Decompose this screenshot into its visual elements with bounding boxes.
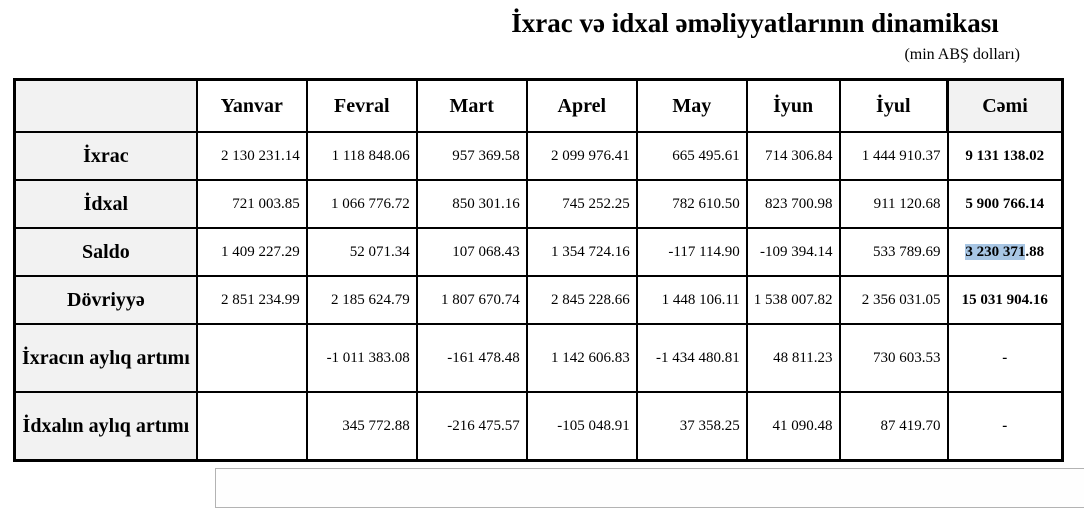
column-header-iyul: İyul (838, 78, 949, 133)
cell-value: 2 185 624.79 (305, 275, 418, 325)
column-header-aprel: Aprel (525, 78, 638, 133)
cell-value: -216 475.57 (415, 391, 528, 462)
column-header-yanvar: Yanvar (195, 78, 308, 133)
cell-value: 2 130 231.14 (195, 131, 308, 181)
cell-value: 2 099 976.41 (525, 131, 638, 181)
cell-value: 87 419.70 (838, 391, 949, 462)
cell-value: 782 610.50 (635, 179, 748, 229)
cell-value: 2 851 234.99 (195, 275, 308, 325)
export-import-table: Yanvar Fevral Mart Aprel May İyun İyul C… (13, 78, 1065, 462)
table-row-saldo: Saldo 1 409 227.29 52 071.34 107 068.43 … (13, 227, 1064, 277)
cell-value (195, 323, 308, 393)
cell-total: 9 131 138.02 (946, 131, 1064, 181)
cell-total: 5 900 766.14 (946, 179, 1064, 229)
cell-value: 37 358.25 (635, 391, 748, 462)
cell-value: 1 409 227.29 (195, 227, 308, 277)
corner-cell (13, 78, 198, 133)
row-label-idxal: İdxal (13, 179, 198, 229)
text-selection-highlight: 3 230 371 (965, 243, 1026, 260)
cell-value: -105 048.91 (525, 391, 638, 462)
cell-value: 1 118 848.06 (305, 131, 418, 181)
page-title: İxrac və idxal əməliyyatlarının dinamika… (511, 8, 999, 38)
cell-value: -1 434 480.81 (635, 323, 748, 393)
cell-value: 721 003.85 (195, 179, 308, 229)
cell-total: - (946, 323, 1064, 393)
cell-total: 15 031 904.16 (946, 275, 1064, 325)
cell-value: 345 772.88 (305, 391, 418, 462)
cell-value: 1 807 670.74 (415, 275, 528, 325)
cell-value: -161 478.48 (415, 323, 528, 393)
cell-value: 1 354 724.16 (525, 227, 638, 277)
table-row-ixrac-monthly-growth: İxracın aylıq artımı -1 011 383.08 -161 … (13, 323, 1064, 393)
row-label-saldo: Saldo (13, 227, 198, 277)
cell-value: 957 369.58 (415, 131, 528, 181)
table-row-idxal-monthly-growth: İdxalın aylıq artımı 345 772.88 -216 475… (13, 391, 1064, 462)
column-header-may: May (635, 78, 748, 133)
cell-value: 745 252.25 (525, 179, 638, 229)
cell-value: 1 448 106.11 (635, 275, 748, 325)
cell-value: 1 538 007.82 (745, 275, 841, 325)
cell-value: 41 090.48 (745, 391, 841, 462)
cell-total-saldo-rest: .88 (1025, 243, 1045, 260)
cell-value: -109 394.14 (745, 227, 841, 277)
row-label-ixrac: İxrac (13, 131, 198, 181)
cell-value: 850 301.16 (415, 179, 528, 229)
column-header-fevral: Fevral (305, 78, 418, 133)
cell-value: -117 114.90 (635, 227, 748, 277)
cell-value: -1 011 383.08 (305, 323, 418, 393)
column-header-cemi: Cəmi (946, 78, 1064, 133)
cell-value: 665 495.61 (635, 131, 748, 181)
cell-value (195, 391, 308, 462)
cell-value: 911 120.68 (838, 179, 949, 229)
table-row-ixrac: İxrac 2 130 231.14 1 118 848.06 957 369.… (13, 131, 1064, 181)
cell-value: 1 444 910.37 (838, 131, 949, 181)
cell-value: 48 811.23 (745, 323, 841, 393)
cell-value: 1 066 776.72 (305, 179, 418, 229)
cell-value: 2 845 228.66 (525, 275, 638, 325)
cell-value: 52 071.34 (305, 227, 418, 277)
row-label-dovriyye: Dövriyyə (13, 275, 198, 325)
table-header-row: Yanvar Fevral Mart Aprel May İyun İyul C… (13, 78, 1064, 133)
cell-value: 823 700.98 (745, 179, 841, 229)
cell-value: 714 306.84 (745, 131, 841, 181)
column-header-mart: Mart (415, 78, 528, 133)
table-row-idxal: İdxal 721 003.85 1 066 776.72 850 301.16… (13, 179, 1064, 229)
page-subtitle: (min ABŞ dolları) (904, 46, 1020, 63)
cell-value: 107 068.43 (415, 227, 528, 277)
cell-total-saldo: 3 230 371.88 (946, 227, 1064, 277)
table-row-dovriyye: Dövriyyə 2 851 234.99 2 185 624.79 1 807… (13, 275, 1064, 325)
row-label-ixrac-monthly-growth: İxracın aylıq artımı (13, 323, 198, 393)
cell-value: 533 789.69 (838, 227, 949, 277)
column-header-iyun: İyun (745, 78, 841, 133)
cell-total: - (946, 391, 1064, 462)
cell-value: 2 356 031.05 (838, 275, 949, 325)
cropped-panel-below-table (215, 468, 1084, 508)
row-label-idxal-monthly-growth: İdxalın aylıq artımı (13, 391, 198, 462)
cell-value: 730 603.53 (838, 323, 949, 393)
cell-value: 1 142 606.83 (525, 323, 638, 393)
